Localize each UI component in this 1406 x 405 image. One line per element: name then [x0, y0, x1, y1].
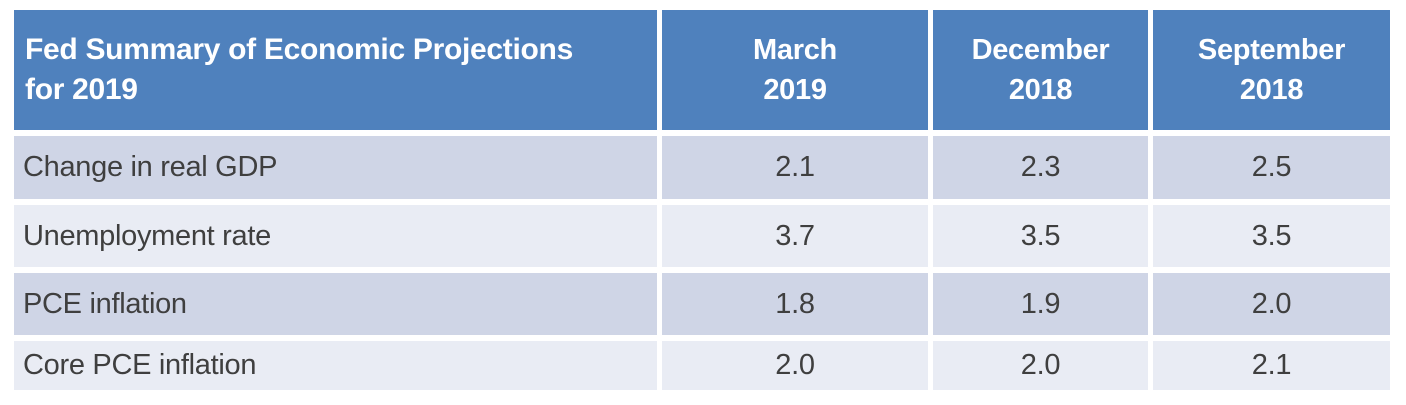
value-cell-pce-march-2019: 1.8 — [662, 273, 928, 335]
value-cell-core-pce-september-2018: 2.1 — [1153, 341, 1390, 390]
value-cell-pce-december-2018: 1.9 — [933, 273, 1148, 335]
column-header-year: 2018 — [1008, 74, 1073, 106]
value-cell-unemployment-september-2018: 3.5 — [1153, 205, 1390, 267]
column-header-september-2018: September 2018 — [1153, 10, 1390, 130]
column-header-month: March — [753, 34, 837, 66]
table-title-line-1: Fed Summary of Economic Projections — [25, 33, 573, 66]
row-label-pce-inflation: PCE inflation — [14, 273, 657, 335]
column-header-december-2018: December 2018 — [933, 10, 1148, 130]
column-header-year: 2019 — [763, 74, 827, 106]
value-cell-gdp-december-2018: 2.3 — [933, 136, 1148, 199]
value-cell-pce-september-2018: 2.0 — [1153, 273, 1390, 335]
fed-projections-table: Fed Summary of Economic Projections for … — [14, 10, 1390, 390]
value-cell-gdp-september-2018: 2.5 — [1153, 136, 1390, 199]
column-header-year: 2018 — [1239, 74, 1304, 106]
value-cell-unemployment-december-2018: 3.5 — [933, 205, 1148, 267]
table-title-line-2: for 2019 — [25, 73, 138, 106]
row-label-change-in-real-gdp: Change in real GDP — [14, 136, 657, 199]
table-title-cell: Fed Summary of Economic Projections for … — [14, 10, 657, 130]
row-label-core-pce-inflation: Core PCE inflation — [14, 341, 657, 390]
column-header-march-2019: March 2019 — [662, 10, 928, 130]
column-header-month: September — [1197, 34, 1346, 66]
value-cell-gdp-march-2019: 2.1 — [662, 136, 928, 199]
value-cell-core-pce-december-2018: 2.0 — [933, 341, 1148, 390]
row-label-unemployment-rate: Unemployment rate — [14, 205, 657, 267]
value-cell-unemployment-march-2019: 3.7 — [662, 205, 928, 267]
value-cell-core-pce-march-2019: 2.0 — [662, 341, 928, 390]
column-header-month: December — [971, 34, 1110, 66]
